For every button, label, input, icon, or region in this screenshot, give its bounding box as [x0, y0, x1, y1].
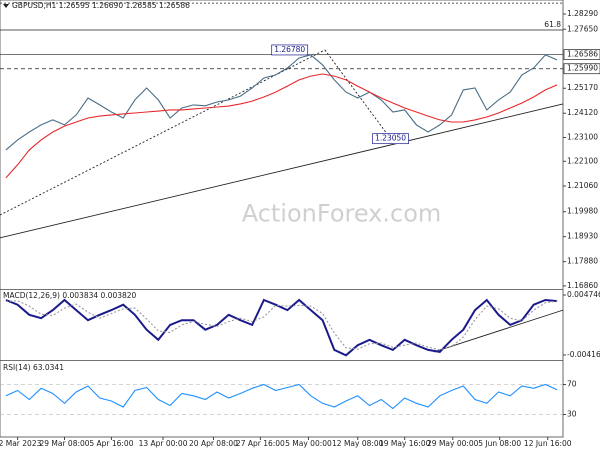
x-tick-label: 13 Apr 00:00 [139, 439, 188, 448]
panel-title: RSI(14) 63.0341 [3, 363, 64, 372]
y-tick-label: 1.27650 [567, 24, 598, 33]
trendline [324, 49, 391, 139]
panel-title: GBPUSD,H1 1.26595 1.26690 1.26585 1.2658… [12, 1, 190, 10]
series-line [5, 298, 558, 357]
y-tick-label: 1.28290 [567, 9, 598, 18]
y-tick-label: 0.004746 [567, 290, 600, 299]
y-tick-label: 1.21060 [567, 181, 598, 190]
level-label-box [563, 49, 600, 60]
x-tick-label: 20 Apr 08:00 [189, 439, 238, 448]
x-tick-label: 29 May 00:00 [427, 439, 479, 448]
annotation-box [372, 133, 409, 145]
level-label: 1.26586 [567, 50, 598, 59]
x-tick-label: 12 Jun 16:00 [524, 439, 572, 448]
frame [0, 0, 564, 438]
x-tick-label: 29 Mar 08:00 [39, 439, 89, 448]
trendline [433, 309, 564, 353]
y-tick-label: 1.17880 [567, 257, 598, 266]
trendline [0, 103, 564, 239]
series-line [5, 383, 558, 410]
x-tick-label: 5 Jun 08:00 [478, 439, 521, 448]
y-tick-label: 1.18930 [567, 232, 598, 241]
level-label: 1.25990 [567, 64, 598, 73]
level-label: FE 61.8 [533, 0, 561, 2]
y-tick-label: 1.23100 [567, 132, 598, 141]
y-tick-label: 1.22100 [567, 156, 598, 165]
x-tick-label: 19 May 16:00 [379, 439, 431, 448]
annotation: 1.23050 [375, 134, 406, 143]
y-tick-label: 1.19980 [567, 207, 598, 216]
y-tick-label: 30 [567, 410, 577, 419]
y-tick-label: 70 [567, 380, 577, 389]
watermark: ActionForex.com [242, 200, 442, 228]
series-line [5, 300, 558, 351]
level-label-box [563, 63, 600, 75]
x-tick-label: 5 Apr 16:00 [89, 439, 133, 448]
level-label: 61.8 [544, 20, 561, 29]
y-tick-label: 1.24120 [567, 108, 598, 117]
panel-title: MACD(12,26,9) 0.003834 0.003820 [3, 291, 137, 300]
x-tick-label: 12 May 08:00 [332, 439, 384, 448]
x-tick-label: 27 Apr 16:00 [236, 439, 285, 448]
title-icon [3, 4, 9, 8]
y-tick-label: -0.004161 [567, 350, 600, 359]
annotation: 1.26780 [274, 45, 305, 54]
series-line [5, 73, 558, 179]
annotation-box [271, 44, 309, 56]
y-tick-label: 1.16860 [567, 281, 598, 290]
y-tick-label: 1.25170 [567, 83, 598, 92]
x-tick-label: 5 May 00:00 [285, 439, 332, 448]
x-tick-label: 22 Mar 2023 [0, 439, 42, 448]
trendline [0, 49, 326, 216]
series-line [5, 54, 558, 151]
